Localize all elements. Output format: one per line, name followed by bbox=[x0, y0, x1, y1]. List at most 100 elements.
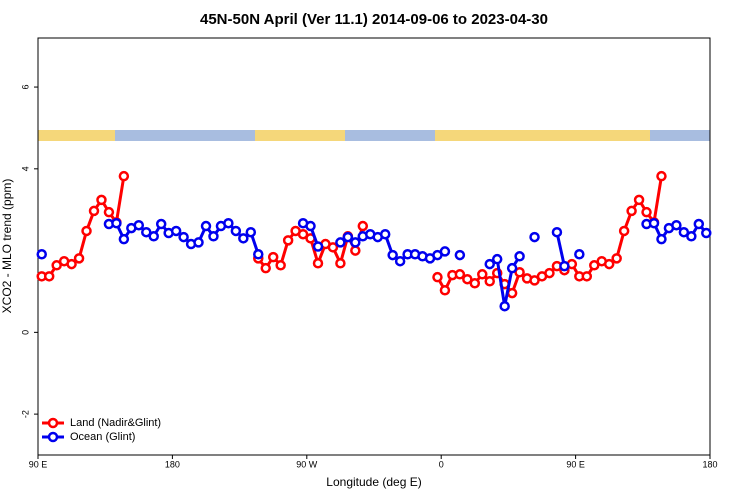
point bbox=[514, 251, 525, 262]
point bbox=[439, 246, 451, 257]
point bbox=[260, 262, 271, 274]
point bbox=[671, 219, 682, 231]
point bbox=[335, 237, 346, 248]
point bbox=[103, 206, 115, 218]
point bbox=[36, 249, 47, 260]
point bbox=[678, 226, 690, 238]
point bbox=[394, 255, 406, 267]
point bbox=[350, 237, 361, 248]
point bbox=[439, 284, 451, 296]
point bbox=[342, 231, 354, 243]
point bbox=[641, 206, 652, 218]
legend-label: Ocean (Glint) bbox=[70, 431, 135, 443]
point bbox=[484, 276, 495, 287]
point bbox=[178, 231, 189, 243]
chart-title: 45N-50N April (Ver 11.1) 2014-09-06 to 2… bbox=[200, 11, 548, 28]
plot-frame bbox=[37, 37, 711, 456]
point bbox=[611, 253, 622, 264]
point bbox=[208, 231, 219, 242]
point bbox=[551, 226, 563, 238]
point bbox=[656, 233, 667, 245]
x-tick-label: 0 bbox=[439, 459, 444, 469]
series-line bbox=[108, 221, 708, 307]
land-band bbox=[38, 130, 115, 141]
y-tick-label: 6 bbox=[20, 85, 30, 90]
point bbox=[193, 237, 204, 248]
ocean-band bbox=[38, 130, 710, 141]
point bbox=[118, 233, 130, 245]
y-tick-label: -2 bbox=[20, 410, 30, 418]
point bbox=[469, 278, 481, 289]
point bbox=[626, 205, 637, 217]
point bbox=[141, 226, 152, 238]
point bbox=[462, 273, 473, 285]
point bbox=[693, 218, 705, 230]
point bbox=[506, 287, 518, 299]
point bbox=[357, 220, 369, 232]
point bbox=[574, 249, 585, 260]
point bbox=[155, 218, 167, 230]
y-axis-label: XCO2 - MLO trend (ppm) bbox=[0, 179, 14, 314]
point bbox=[454, 269, 466, 280]
point bbox=[66, 258, 77, 270]
point bbox=[379, 228, 391, 240]
point bbox=[387, 249, 398, 261]
point bbox=[312, 241, 324, 252]
point bbox=[297, 228, 309, 240]
point bbox=[111, 217, 122, 229]
point bbox=[305, 220, 316, 232]
point bbox=[96, 194, 107, 206]
map-strip bbox=[38, 130, 710, 141]
point bbox=[432, 271, 443, 283]
point bbox=[88, 205, 100, 217]
point bbox=[223, 217, 234, 229]
y-tick-label: 0 bbox=[20, 330, 30, 335]
point bbox=[282, 235, 294, 246]
legend-label: Land (Nadir&Glint) bbox=[70, 417, 161, 429]
point bbox=[81, 225, 92, 237]
point bbox=[350, 245, 361, 256]
point bbox=[529, 231, 540, 243]
x-tick-label: 90 E bbox=[29, 459, 48, 469]
point bbox=[506, 262, 518, 274]
point bbox=[230, 225, 242, 237]
point bbox=[633, 194, 645, 206]
point bbox=[589, 260, 600, 271]
land-band bbox=[255, 130, 345, 141]
point bbox=[51, 260, 62, 271]
point bbox=[312, 258, 324, 269]
point bbox=[148, 231, 159, 242]
point bbox=[454, 249, 466, 261]
point bbox=[544, 267, 555, 279]
point bbox=[491, 253, 503, 265]
point bbox=[499, 300, 510, 312]
point bbox=[327, 242, 339, 253]
point bbox=[581, 271, 593, 282]
x-axis-label: Longitude (deg E) bbox=[326, 475, 421, 489]
point bbox=[245, 226, 257, 238]
point bbox=[118, 170, 130, 182]
point bbox=[200, 220, 212, 232]
point bbox=[335, 258, 346, 269]
land-band bbox=[435, 130, 650, 141]
point bbox=[275, 260, 286, 271]
point bbox=[603, 258, 615, 270]
point bbox=[514, 267, 525, 278]
x-tick-label: 90 E bbox=[566, 459, 585, 469]
point bbox=[477, 269, 488, 280]
y-tick-label: 4 bbox=[20, 166, 30, 171]
point bbox=[73, 253, 85, 264]
point bbox=[656, 170, 667, 182]
point bbox=[529, 275, 540, 286]
point bbox=[484, 258, 495, 270]
legend-marker bbox=[47, 417, 59, 429]
point bbox=[701, 227, 712, 239]
x-tick-label: 180 bbox=[165, 459, 180, 469]
point bbox=[43, 271, 55, 282]
point bbox=[238, 233, 249, 244]
point bbox=[170, 225, 182, 237]
point bbox=[559, 260, 570, 272]
x-tick-label: 180 bbox=[702, 459, 717, 469]
